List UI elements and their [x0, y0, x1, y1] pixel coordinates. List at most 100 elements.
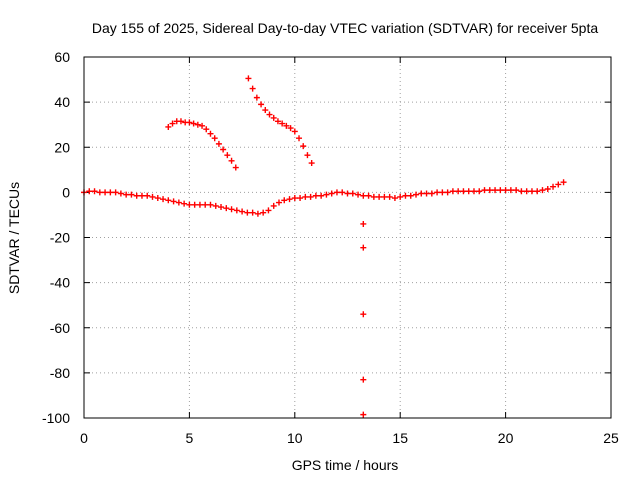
data-point: [318, 192, 325, 199]
data-point: [138, 192, 145, 199]
data-point: [170, 198, 177, 205]
data-point: [323, 191, 330, 198]
data-point: [287, 125, 294, 132]
data-point: [449, 188, 456, 195]
data-point: [211, 135, 218, 142]
grid-lines: [84, 57, 611, 418]
data-point: [307, 193, 314, 200]
data-point: [160, 196, 167, 203]
data-point: [199, 122, 206, 129]
data-point: [96, 189, 103, 196]
data-point: [460, 188, 467, 195]
data-point: [275, 199, 282, 206]
data-point: [107, 189, 114, 196]
data-point: [191, 201, 198, 208]
data-point: [196, 201, 203, 208]
data-point: [513, 187, 520, 194]
data-point: [239, 208, 246, 215]
data-point: [439, 189, 446, 196]
series-segment-A: [165, 118, 239, 171]
data-point: [232, 164, 239, 171]
data-point: [165, 123, 172, 130]
data-point: [528, 188, 535, 195]
y-tick-label: 0: [62, 184, 70, 200]
data-point: [194, 121, 201, 128]
data-point: [492, 187, 499, 194]
data-point: [476, 188, 483, 195]
data-point: [283, 122, 290, 129]
series-main-trace: [81, 179, 567, 217]
data-point: [507, 187, 514, 194]
data-point: [291, 195, 298, 202]
data-point: [123, 191, 130, 198]
data-point: [550, 183, 557, 190]
data-point: [86, 188, 93, 195]
chart-title: Day 155 of 2025, Sidereal Day-to-day VTE…: [92, 20, 599, 36]
x-tick-label: 0: [80, 430, 88, 446]
data-point: [291, 128, 298, 135]
data-point: [444, 189, 451, 196]
data-point: [224, 152, 231, 159]
data-point: [258, 101, 265, 108]
data-point: [265, 207, 272, 214]
data-point: [470, 188, 477, 195]
data-point: [386, 193, 393, 200]
x-tick-label: 25: [603, 430, 619, 446]
data-point: [391, 195, 398, 202]
data-point: [102, 189, 109, 196]
data-point: [207, 201, 214, 208]
x-tick-label: 15: [392, 430, 408, 446]
data-point: [518, 188, 525, 195]
data-point: [308, 160, 315, 167]
data-point: [212, 202, 219, 209]
data-point: [428, 190, 435, 197]
data-point: [112, 189, 119, 196]
y-tick-label: -60: [50, 320, 70, 336]
data-point: [270, 114, 277, 121]
data-point: [339, 189, 346, 196]
data-points: [81, 75, 567, 418]
y-axis-label: SDTVAR / TECUs: [6, 182, 22, 294]
data-point: [203, 126, 210, 133]
data-point: [207, 130, 214, 137]
data-point: [502, 187, 509, 194]
series-outliers: [360, 220, 367, 418]
y-tick-label: -100: [42, 410, 70, 426]
data-point: [274, 118, 281, 125]
data-point: [328, 190, 335, 197]
data-point: [407, 192, 414, 199]
data-point: [245, 75, 252, 82]
data-point: [365, 192, 372, 199]
data-point: [177, 118, 184, 125]
data-point: [376, 193, 383, 200]
data-point: [302, 193, 309, 200]
data-point: [381, 193, 388, 200]
data-point: [181, 200, 188, 207]
data-point: [128, 191, 135, 198]
x-tick-label: 5: [186, 430, 194, 446]
data-point: [244, 209, 251, 216]
data-point: [481, 187, 488, 194]
data-point: [270, 202, 277, 209]
axis-ticks: [83, 56, 612, 419]
data-point: [186, 201, 193, 208]
data-point: [228, 206, 235, 213]
y-tick-label: -40: [50, 275, 70, 291]
data-point: [534, 188, 541, 195]
data-point: [312, 192, 319, 199]
x-tick-label: 20: [498, 430, 514, 446]
data-point: [190, 120, 197, 127]
data-point: [186, 119, 193, 126]
data-point: [233, 207, 240, 214]
data-point: [304, 152, 311, 159]
data-point: [223, 205, 230, 212]
data-point: [169, 120, 176, 127]
data-point: [333, 189, 340, 196]
data-point: [91, 188, 98, 195]
data-point: [297, 195, 304, 202]
data-point: [397, 193, 404, 200]
data-point: [402, 192, 409, 199]
data-point: [455, 188, 462, 195]
data-point: [349, 190, 356, 197]
